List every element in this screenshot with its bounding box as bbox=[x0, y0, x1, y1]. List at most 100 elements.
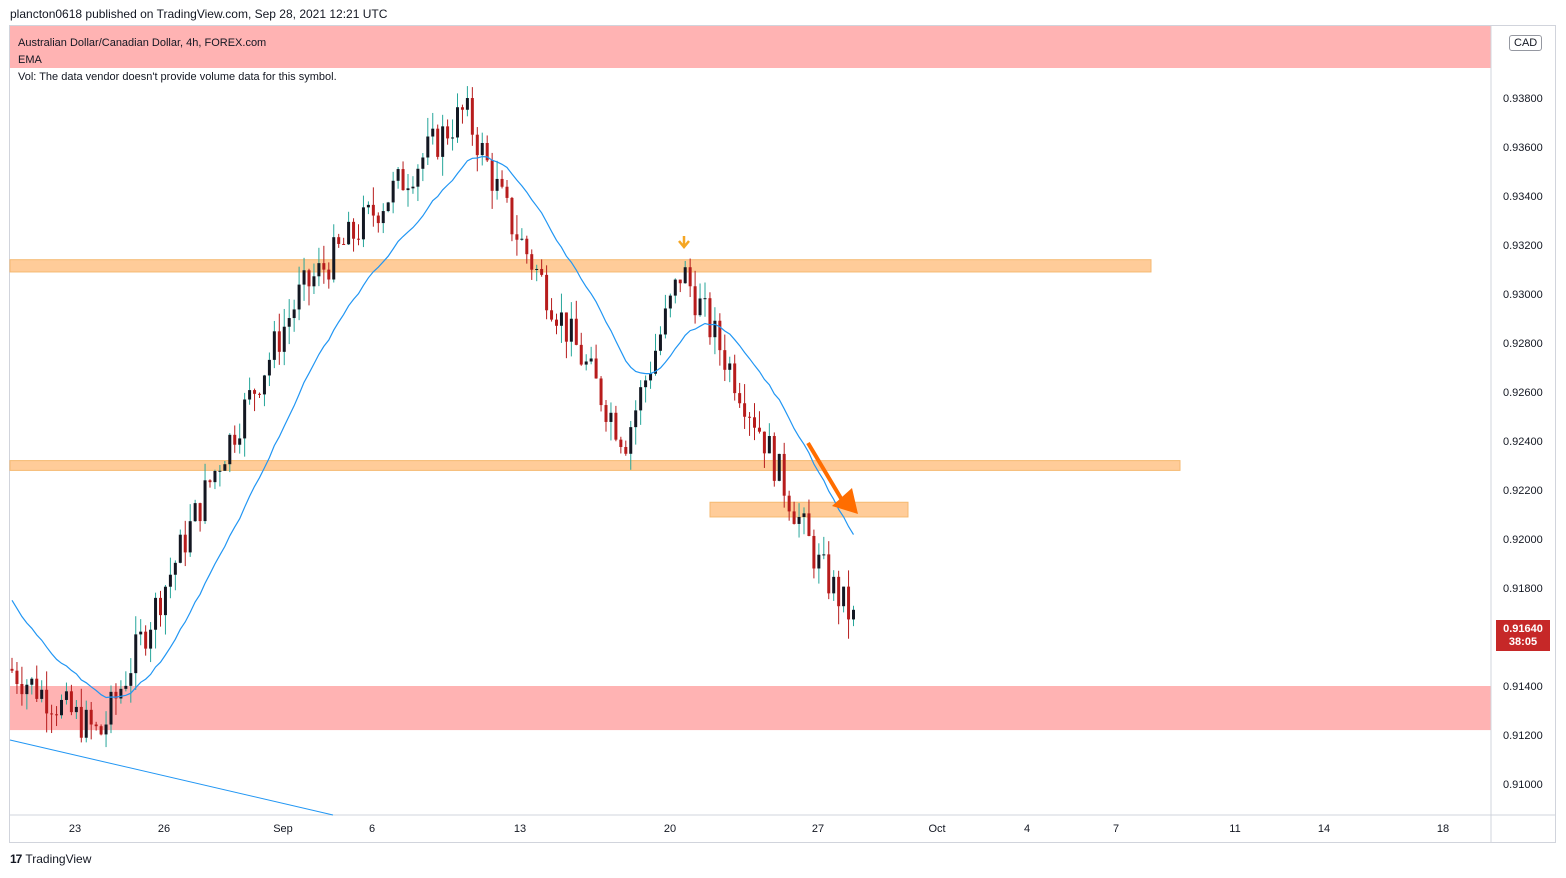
candle[interactable] bbox=[832, 570, 836, 601]
candle[interactable] bbox=[173, 560, 177, 591]
candle[interactable] bbox=[797, 503, 801, 538]
candle[interactable] bbox=[74, 700, 78, 719]
candle[interactable] bbox=[436, 124, 440, 160]
candle[interactable] bbox=[361, 195, 365, 248]
candle[interactable] bbox=[767, 423, 771, 454]
candle[interactable] bbox=[352, 218, 356, 252]
candle[interactable] bbox=[490, 152, 494, 209]
candle[interactable] bbox=[683, 260, 687, 284]
indicator-ema-label[interactable]: EMA bbox=[18, 54, 42, 66]
candle[interactable] bbox=[366, 201, 370, 215]
candle[interactable] bbox=[124, 671, 128, 692]
candle[interactable] bbox=[40, 680, 44, 703]
candle[interactable] bbox=[802, 507, 806, 535]
candle[interactable] bbox=[277, 313, 281, 365]
candle[interactable] bbox=[609, 402, 613, 441]
candle[interactable] bbox=[475, 127, 479, 172]
candle[interactable] bbox=[624, 440, 628, 456]
candle[interactable] bbox=[713, 307, 717, 355]
candle[interactable] bbox=[421, 152, 425, 182]
candle[interactable] bbox=[134, 616, 138, 690]
candle[interactable] bbox=[663, 294, 667, 339]
tradingview-logo[interactable]: 17 TradingView bbox=[10, 852, 91, 866]
candle[interactable] bbox=[649, 361, 653, 389]
currency-badge[interactable]: CAD bbox=[1509, 35, 1543, 51]
candle[interactable] bbox=[238, 423, 242, 454]
candle[interactable] bbox=[272, 320, 276, 369]
candle[interactable] bbox=[495, 160, 499, 200]
candle[interactable] bbox=[371, 187, 375, 227]
candle[interactable] bbox=[545, 265, 549, 320]
candle[interactable] bbox=[738, 382, 742, 408]
candle[interactable] bbox=[213, 469, 217, 490]
candle[interactable] bbox=[248, 377, 252, 405]
candle[interactable] bbox=[188, 504, 192, 557]
candle[interactable] bbox=[579, 332, 583, 366]
candle[interactable] bbox=[89, 701, 93, 740]
candle[interactable] bbox=[104, 711, 108, 748]
candle[interactable] bbox=[827, 541, 831, 600]
candle[interactable] bbox=[584, 354, 588, 371]
candle[interactable] bbox=[322, 245, 326, 284]
candle[interactable] bbox=[258, 392, 261, 399]
candle[interactable] bbox=[50, 704, 54, 734]
candle[interactable] bbox=[654, 333, 657, 376]
candle[interactable] bbox=[342, 237, 346, 245]
candle[interactable] bbox=[144, 625, 148, 656]
candle[interactable] bbox=[99, 724, 103, 736]
candle[interactable] bbox=[456, 93, 459, 143]
candle[interactable] bbox=[629, 421, 633, 470]
candle[interactable] bbox=[698, 283, 702, 317]
candle[interactable] bbox=[431, 112, 435, 145]
supply-zone[interactable] bbox=[9, 259, 1152, 273]
candle[interactable] bbox=[292, 299, 296, 332]
candle[interactable] bbox=[688, 258, 692, 298]
candle[interactable] bbox=[386, 201, 390, 213]
candle[interactable] bbox=[644, 375, 648, 403]
candle[interactable] bbox=[25, 679, 29, 710]
candle[interactable] bbox=[35, 665, 39, 702]
candle[interactable] bbox=[416, 164, 420, 202]
candle[interactable] bbox=[703, 282, 707, 317]
candle[interactable] bbox=[564, 312, 568, 359]
candle[interactable] bbox=[218, 465, 222, 487]
candle[interactable] bbox=[267, 352, 271, 387]
top-highlight[interactable] bbox=[10, 26, 1491, 68]
candle[interactable] bbox=[614, 405, 618, 442]
candle[interactable] bbox=[634, 400, 638, 445]
candle[interactable] bbox=[470, 87, 474, 146]
candle[interactable] bbox=[673, 278, 677, 304]
candle[interactable] bbox=[772, 432, 776, 487]
candle[interactable] bbox=[757, 411, 761, 434]
large-down-arrow-icon[interactable] bbox=[806, 441, 858, 514]
candle[interactable] bbox=[30, 677, 34, 695]
candle[interactable] bbox=[347, 211, 351, 245]
candle[interactable] bbox=[10, 657, 14, 673]
candle[interactable] bbox=[589, 346, 593, 365]
candle[interactable] bbox=[812, 529, 816, 579]
candle[interactable] bbox=[253, 388, 257, 412]
candle[interactable] bbox=[15, 662, 19, 694]
trend-line[interactable] bbox=[9, 739, 334, 816]
chart-frame[interactable] bbox=[9, 25, 1556, 843]
candle[interactable] bbox=[733, 354, 737, 401]
demand-zone[interactable] bbox=[10, 686, 1491, 731]
candle[interactable] bbox=[193, 499, 197, 522]
candle[interactable] bbox=[139, 619, 143, 646]
candle[interactable] bbox=[406, 174, 410, 207]
candle[interactable] bbox=[762, 431, 766, 468]
candle[interactable] bbox=[203, 463, 207, 524]
candle[interactable] bbox=[574, 300, 578, 346]
candle[interactable] bbox=[357, 224, 360, 246]
candle[interactable] bbox=[837, 570, 841, 625]
candle[interactable] bbox=[559, 293, 563, 343]
candle[interactable] bbox=[550, 298, 554, 322]
candle[interactable] bbox=[381, 203, 385, 234]
candle[interactable] bbox=[748, 412, 752, 436]
candle[interactable] bbox=[243, 392, 247, 457]
candle[interactable] bbox=[510, 196, 514, 242]
candle[interactable] bbox=[337, 233, 341, 248]
candle[interactable] bbox=[540, 259, 544, 277]
candle[interactable] bbox=[619, 436, 623, 454]
